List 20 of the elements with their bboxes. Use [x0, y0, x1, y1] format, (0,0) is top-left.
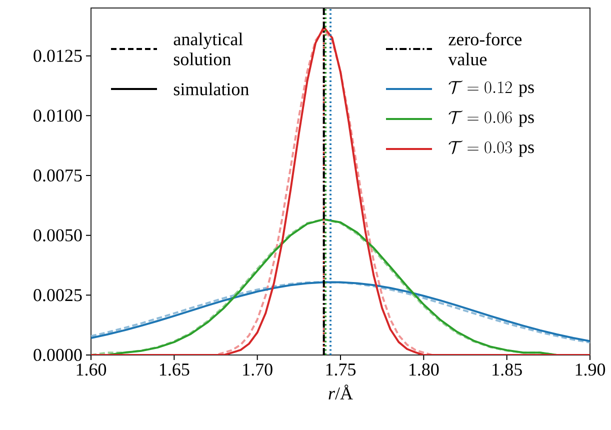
x-tick-label: 1.90 — [576, 364, 606, 376]
legend-label: $\mathcal{T} = 0.12\ \mathrm{ps}$ — [448, 80, 534, 97]
legend-label: $\mathcal{T} = 0.03\ \mathrm{ps}$ — [448, 140, 534, 157]
x-tick-label: 1.80 — [410, 364, 439, 376]
x-tick-label: 1.65 — [160, 364, 190, 376]
legend-label: analytical solution — [174, 32, 243, 66]
x-axis-title: r/Å — [328, 384, 353, 400]
y-tick-label: 0.0075 — [34, 169, 82, 182]
y-tick-label: 0.0000 — [34, 348, 82, 362]
x-tick-label: 1.85 — [492, 364, 522, 376]
y-tick-label: 0.0025 — [34, 289, 82, 302]
legend-label: simulation — [174, 82, 249, 96]
x-tick-label: 1.70 — [243, 364, 272, 376]
y-tick-label: 0.0100 — [34, 110, 82, 122]
y-tick-label: 0.0125 — [34, 50, 82, 62]
x-tick-label: 1.60 — [76, 364, 106, 376]
y-tick-label: 0.0050 — [34, 229, 82, 242]
legend-label: zero-force value — [448, 32, 522, 66]
legend-label: $\mathcal{T} = 0.06\ \mathrm{ps}$ — [448, 110, 534, 127]
x-tick-label: 1.75 — [326, 364, 356, 376]
